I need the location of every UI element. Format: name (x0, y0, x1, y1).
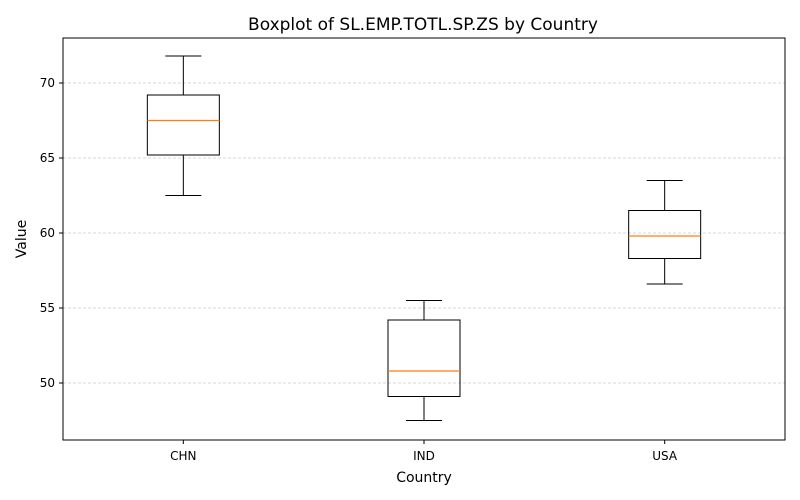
boxes (146, 55, 702, 421)
y-tick-label: 50 (40, 376, 55, 390)
box-ind (387, 300, 461, 421)
x-axis-title: Country (396, 470, 452, 486)
x-axis: CHN IND USA (170, 440, 678, 463)
y-tick-label: 70 (40, 76, 55, 90)
iqr-box (146, 94, 220, 156)
x-tick-label: CHN (170, 449, 196, 463)
y-tick-label: 65 (40, 151, 55, 165)
x-tick-label: IND (413, 449, 435, 463)
y-axis: 50 55 60 65 70 (40, 76, 63, 390)
y-axis-title: Value (14, 220, 30, 258)
x-tick-label: USA (652, 449, 678, 463)
y-tick-label: 55 (40, 301, 55, 315)
grid-lines (63, 82, 785, 384)
chart-title: Boxplot of SL.EMP.TOTL.SP.ZS by Country (248, 15, 598, 35)
y-tick-label: 60 (40, 226, 55, 240)
iqr-box (387, 319, 461, 397)
plot-frame (62, 37, 786, 441)
box-chn (146, 55, 220, 196)
iqr-box (628, 210, 702, 259)
box-usa (628, 180, 702, 285)
